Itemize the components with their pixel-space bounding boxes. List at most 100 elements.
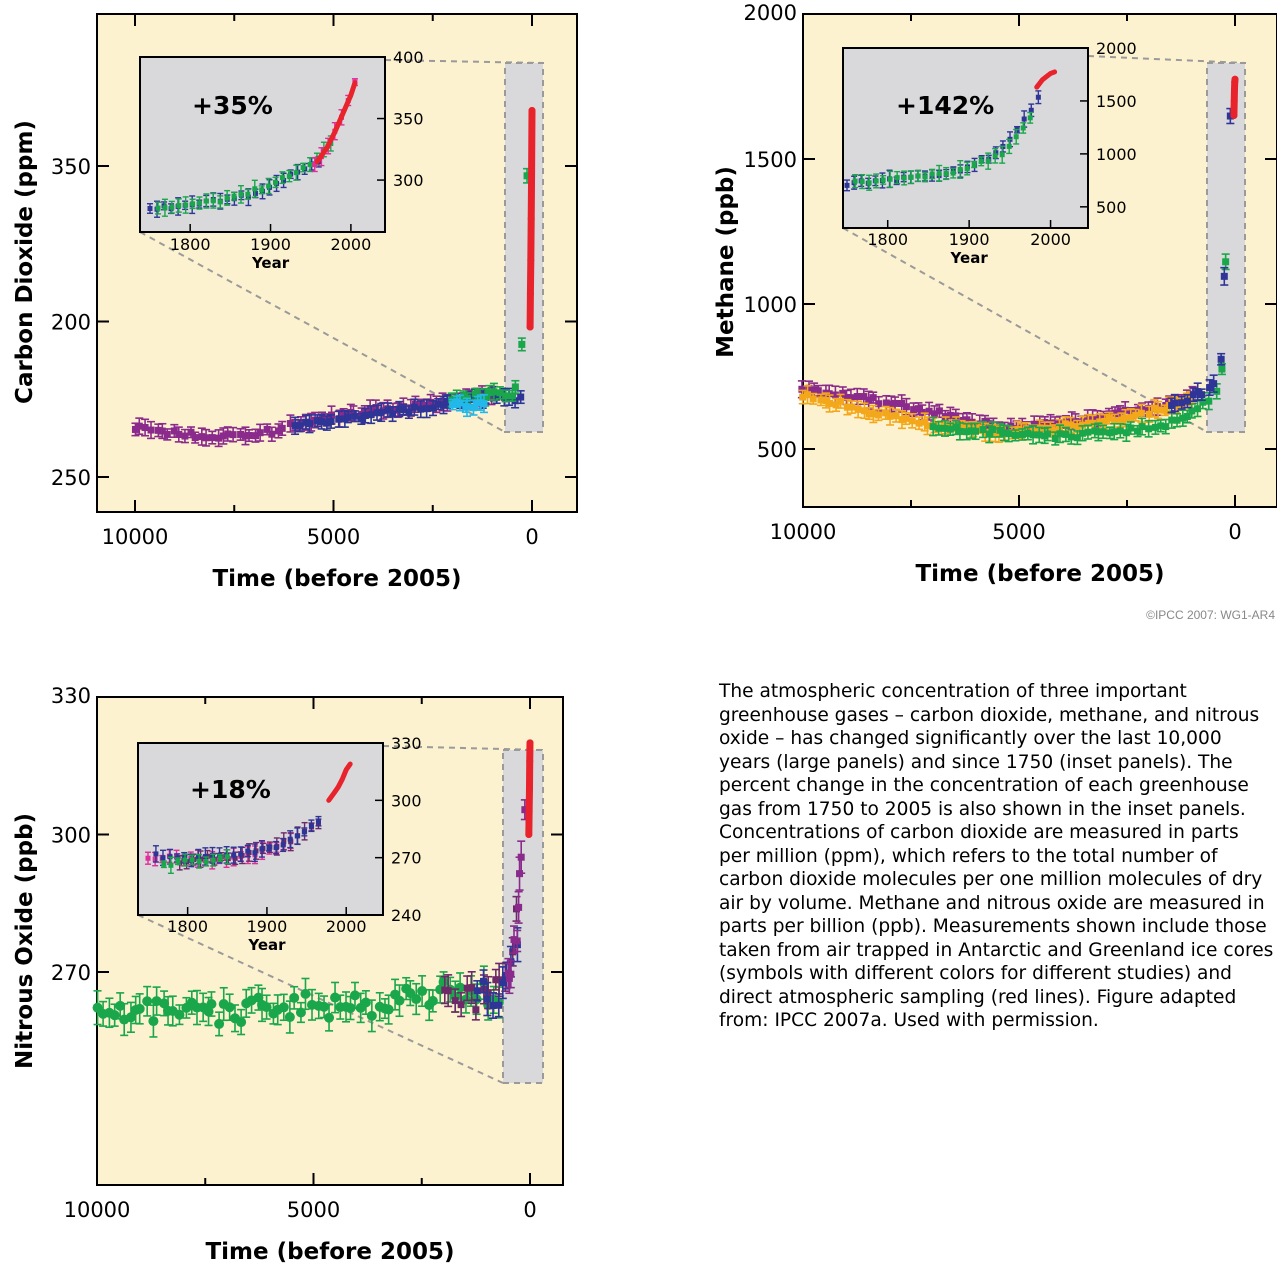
- data-point: [1027, 115, 1033, 121]
- data-point: [175, 431, 183, 439]
- data-point: [330, 992, 341, 1003]
- data-point: [305, 420, 313, 428]
- data-point: [515, 903, 523, 911]
- data-point: [1210, 380, 1218, 388]
- data-point: [141, 424, 149, 432]
- data-point: [985, 158, 991, 164]
- data-point: [1151, 423, 1159, 431]
- data-point: [440, 401, 448, 409]
- data-point: [866, 180, 872, 186]
- y-tick-label: 1000: [744, 293, 797, 317]
- data-point: [1230, 97, 1238, 105]
- data-point: [509, 948, 517, 956]
- data-point: [930, 410, 938, 418]
- data-point: [915, 419, 923, 427]
- data-point: [908, 174, 914, 180]
- data-point: [507, 970, 515, 978]
- data-point: [943, 171, 949, 177]
- data-point: [528, 168, 536, 176]
- data-point: [822, 397, 830, 405]
- data-point: [238, 191, 244, 197]
- data-point: [463, 984, 471, 992]
- data-point: [1178, 399, 1186, 407]
- data-point: [203, 198, 209, 204]
- data-point: [1035, 94, 1041, 100]
- data-point: [992, 153, 998, 159]
- data-point: [135, 422, 143, 430]
- data-point: [1051, 435, 1059, 443]
- data-point: [159, 998, 170, 1009]
- data-point: [278, 1002, 289, 1013]
- data-point: [217, 852, 223, 858]
- inset-y-tick-label: 330: [391, 734, 422, 753]
- data-point: [284, 1012, 295, 1023]
- inset-y-tick-label: 300: [393, 171, 424, 190]
- data-point: [125, 1012, 136, 1023]
- data-point: [921, 418, 929, 426]
- data-point: [344, 413, 352, 421]
- inset-series-1: [155, 135, 334, 217]
- data-point: [979, 426, 987, 434]
- data-point: [805, 384, 813, 392]
- inset-chart: 1800 1900 2000 300 350 400 Year +35%: [139, 48, 424, 272]
- data-point: [901, 175, 907, 181]
- data-point: [526, 323, 534, 331]
- data-point: [517, 853, 525, 861]
- data-point: [963, 416, 971, 424]
- data-point: [936, 170, 942, 176]
- data-point: [1121, 414, 1129, 422]
- data-point: [1089, 419, 1097, 427]
- data-point: [898, 400, 906, 408]
- data-point: [526, 757, 534, 765]
- data-point: [1106, 429, 1114, 437]
- data-point: [196, 858, 202, 864]
- data-point: [405, 408, 413, 416]
- inset-y-tick-label: 2000: [1096, 39, 1137, 58]
- data-point: [357, 415, 365, 423]
- inset-series-3: [314, 80, 358, 165]
- x-tick-label: 5000: [287, 1198, 340, 1222]
- x-tick-label: 0: [523, 1198, 536, 1222]
- data-point: [518, 340, 526, 348]
- data-point: [1062, 430, 1070, 438]
- data-point: [1128, 409, 1136, 417]
- data-point: [1117, 416, 1125, 424]
- data-point: [145, 855, 151, 861]
- data-point: [1188, 407, 1196, 415]
- data-point: [394, 995, 405, 1006]
- data-point: [967, 427, 975, 435]
- data-point: [1194, 388, 1202, 396]
- inset-series-2: [1034, 69, 1058, 90]
- data-point: [526, 739, 534, 747]
- data-point: [1111, 409, 1119, 417]
- data-point: [455, 982, 466, 993]
- data-point: [224, 430, 232, 438]
- data-point: [923, 422, 931, 430]
- data-point: [996, 426, 1004, 434]
- data-point: [434, 400, 442, 408]
- data-point: [1024, 429, 1032, 437]
- data-point: [366, 405, 374, 413]
- data-point: [238, 851, 244, 857]
- data-point: [324, 1012, 335, 1023]
- data-point: [289, 992, 300, 1003]
- data-point: [345, 1003, 356, 1014]
- data-point: [859, 179, 865, 185]
- data-point: [1162, 423, 1170, 431]
- data-point: [1127, 424, 1135, 432]
- data-point: [837, 397, 845, 405]
- series-3: [504, 799, 529, 995]
- y-tick-label: 200: [51, 311, 91, 335]
- data-point: [1046, 424, 1054, 432]
- data-point: [963, 428, 971, 436]
- data-point: [1105, 414, 1113, 422]
- data-point: [1006, 143, 1012, 149]
- data-point: [236, 1017, 247, 1028]
- inset-series-3: [160, 849, 231, 875]
- data-point: [175, 858, 181, 864]
- data-point: [852, 178, 858, 184]
- data-point: [874, 411, 882, 419]
- data-point: [1154, 406, 1162, 414]
- data-point: [278, 424, 286, 432]
- data-point: [493, 393, 501, 401]
